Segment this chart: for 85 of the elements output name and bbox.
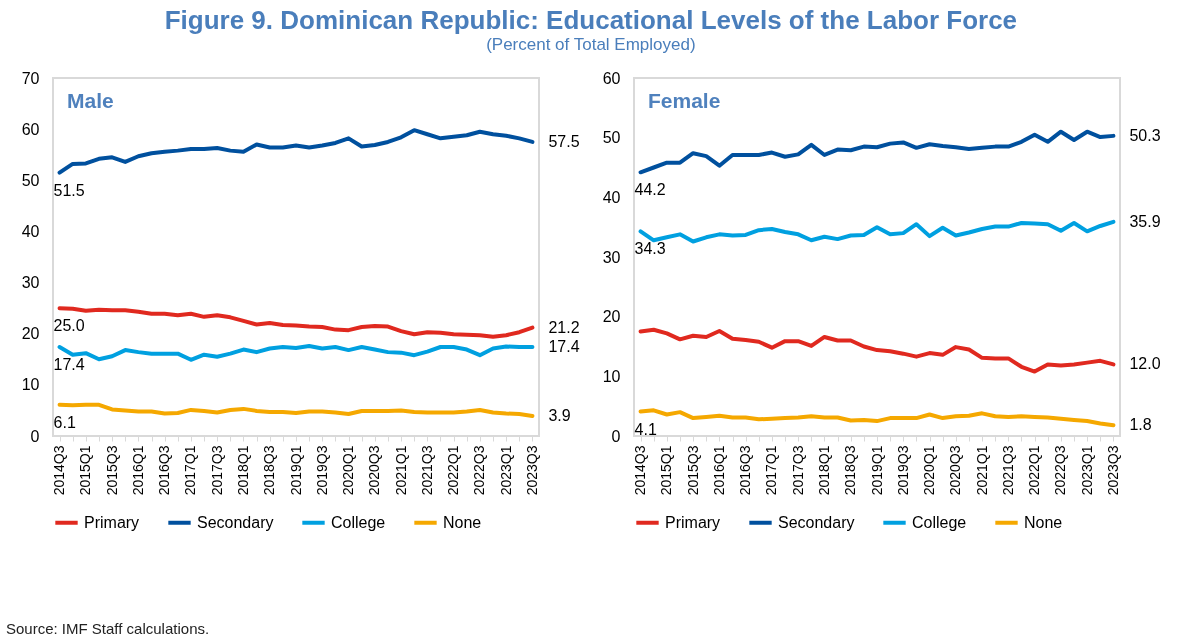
x-tick-label: 2017Q1 xyxy=(763,445,780,496)
annotation: 3.9 xyxy=(548,407,571,425)
legend-label: None xyxy=(443,513,482,531)
y-tick-label: 50 xyxy=(602,129,621,147)
legend-label: Primary xyxy=(84,513,140,531)
annotation: 17.4 xyxy=(53,356,85,374)
y-tick-label: 40 xyxy=(21,222,40,240)
x-tick-label: 2016Q1 xyxy=(129,445,146,496)
annotation: 6.1 xyxy=(53,413,76,431)
y-tick-label: 30 xyxy=(602,248,621,266)
y-tick-label: 60 xyxy=(21,120,40,138)
x-tick-label: 2019Q3 xyxy=(313,445,330,496)
x-tick-label: 2023Q1 xyxy=(497,445,514,496)
x-tick-label: 2017Q3 xyxy=(208,445,225,496)
y-tick-label: 70 xyxy=(21,69,40,87)
x-tick-label: 2015Q1 xyxy=(658,445,675,496)
annotation: 21.2 xyxy=(548,318,580,336)
x-tick-label: 2020Q3 xyxy=(366,445,383,496)
line-series xyxy=(57,128,535,175)
chart-title: Figure 9. Dominican Republic: Educational Levels of the Labor Force xyxy=(164,5,1018,35)
x-tick-label: 2015Q3 xyxy=(684,445,701,496)
x-tick-label: 2016Q3 xyxy=(156,445,173,496)
legend-label: None xyxy=(1024,513,1063,531)
legend-label: College xyxy=(912,513,967,531)
y-tick-label: 30 xyxy=(21,274,40,292)
x-tick-label: 2020Q1 xyxy=(921,445,938,496)
x-tick-label: 2020Q1 xyxy=(340,445,357,496)
y-tick-label: 60 xyxy=(602,69,621,87)
annotation: Female xyxy=(648,89,721,112)
x-tick-label: 2018Q1 xyxy=(815,445,832,496)
x-tick-label: 2022Q1 xyxy=(445,445,462,496)
x-tick-label: 2022Q3 xyxy=(1052,445,1069,496)
x-tick-label: 2018Q3 xyxy=(842,445,859,496)
annotation: 34.3 xyxy=(634,240,666,258)
x-tick-label: 2014Q3 xyxy=(632,445,649,496)
y-tick-label: 50 xyxy=(21,171,40,189)
y-tick-label: 40 xyxy=(602,188,621,206)
annotation: 51.5 xyxy=(53,181,85,199)
x-tick-label: 2015Q1 xyxy=(77,445,94,496)
line-series xyxy=(638,219,1116,244)
legend-label: College xyxy=(331,513,386,531)
x-tick-label: 2017Q1 xyxy=(182,445,199,496)
y-tick-label: 0 xyxy=(30,427,40,445)
x-tick-label: 2023Q1 xyxy=(1078,445,1095,496)
annotation: 25.0 xyxy=(53,317,85,335)
x-tick-label: 2016Q1 xyxy=(710,445,727,496)
legend-label: Secondary xyxy=(197,513,274,531)
y-tick-label: 20 xyxy=(21,325,40,343)
y-tick-label: 0 xyxy=(611,427,621,445)
annotation: 57.5 xyxy=(548,132,580,150)
annotation: 50.3 xyxy=(1129,126,1161,144)
x-tick-label: 2019Q1 xyxy=(287,445,304,496)
line-series xyxy=(638,129,1116,175)
x-tick-label: 2017Q3 xyxy=(789,445,806,496)
text: (Percent of Total Employed) xyxy=(486,35,696,54)
annotation: 12.0 xyxy=(1129,355,1161,373)
source-note: Source: IMF Staff calculations. xyxy=(6,620,210,637)
x-tick-label: 2016Q3 xyxy=(737,445,754,496)
x-tick-label: 2021Q1 xyxy=(392,445,409,496)
x-tick-label: 2019Q1 xyxy=(868,445,885,496)
legend-label: Secondary xyxy=(778,513,855,531)
y-tick-label: 10 xyxy=(21,376,40,394)
x-tick-label: 2015Q3 xyxy=(103,445,120,496)
x-tick-label: 2020Q3 xyxy=(947,445,964,496)
y-tick-label: 20 xyxy=(602,308,621,326)
x-tick-label: 2022Q1 xyxy=(1026,445,1043,496)
x-tick-label: 2021Q1 xyxy=(973,445,990,496)
annotation: 44.2 xyxy=(634,181,666,199)
x-tick-label: 2021Q3 xyxy=(999,445,1016,496)
y-tick-label: 10 xyxy=(602,367,621,385)
x-tick-label: 2022Q3 xyxy=(471,445,488,496)
line-series xyxy=(638,327,1116,374)
annotation: Male xyxy=(67,89,114,112)
x-tick-label: 2021Q3 xyxy=(418,445,435,496)
x-tick-label: 2023Q3 xyxy=(523,445,540,496)
legend-label: Primary xyxy=(665,513,721,531)
annotation: 35.9 xyxy=(1129,212,1161,230)
x-tick-label: 2014Q3 xyxy=(51,445,68,496)
x-tick-label: 2018Q1 xyxy=(234,445,251,496)
x-tick-label: 2019Q3 xyxy=(894,445,911,496)
x-tick-label: 2018Q3 xyxy=(261,445,278,496)
annotation: 1.8 xyxy=(1129,416,1152,434)
x-tick-label: 2023Q3 xyxy=(1104,445,1121,496)
annotation: 17.4 xyxy=(548,338,580,356)
annotation: 4.1 xyxy=(634,420,657,438)
